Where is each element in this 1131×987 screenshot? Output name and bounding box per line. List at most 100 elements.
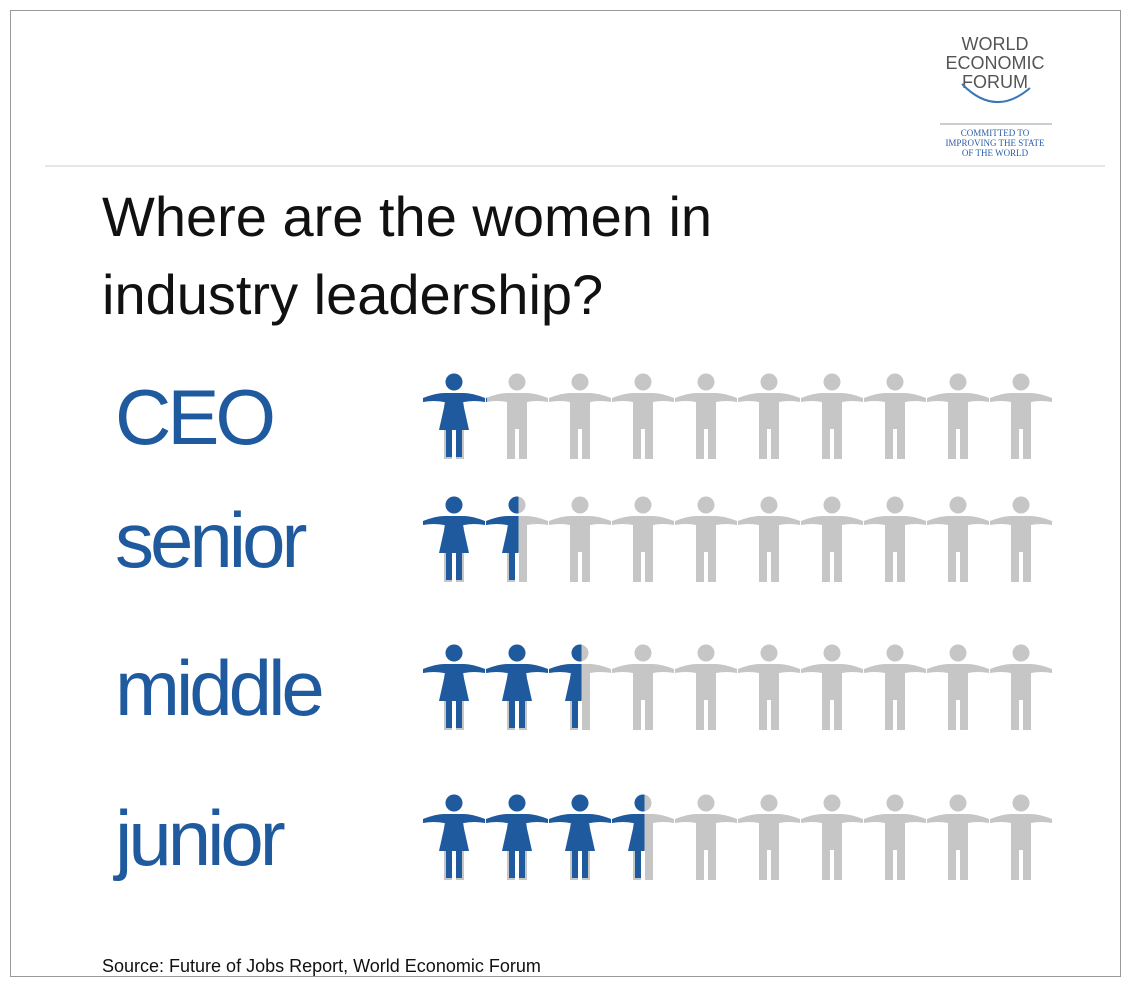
head bbox=[445, 373, 463, 391]
dress bbox=[439, 517, 469, 553]
leg bbox=[572, 699, 578, 728]
leg bbox=[572, 849, 578, 878]
torso bbox=[696, 665, 716, 700]
leg bbox=[446, 849, 452, 878]
leg bbox=[456, 428, 462, 457]
leg bbox=[519, 550, 527, 582]
torso bbox=[948, 517, 968, 552]
leg bbox=[759, 848, 767, 880]
leg bbox=[885, 848, 893, 880]
leg bbox=[633, 698, 641, 730]
leg bbox=[834, 848, 842, 880]
leg bbox=[1011, 427, 1019, 459]
head bbox=[760, 794, 778, 812]
torso bbox=[822, 665, 842, 700]
torso bbox=[759, 517, 779, 552]
leg bbox=[834, 698, 842, 730]
torso bbox=[1011, 665, 1031, 700]
leg bbox=[582, 849, 588, 878]
leg bbox=[1023, 698, 1031, 730]
leg bbox=[446, 551, 452, 580]
torso bbox=[948, 815, 968, 850]
category-label: senior bbox=[115, 496, 306, 584]
leg bbox=[759, 427, 767, 459]
leg bbox=[822, 427, 830, 459]
leg bbox=[645, 550, 653, 582]
dress bbox=[439, 665, 469, 701]
head bbox=[949, 496, 967, 514]
head bbox=[823, 794, 841, 812]
leg bbox=[509, 849, 515, 878]
source: Source: Future of Jobs Report, World Eco… bbox=[102, 956, 541, 976]
torso bbox=[696, 517, 716, 552]
leg bbox=[696, 550, 704, 582]
torso bbox=[948, 394, 968, 429]
leg bbox=[1011, 848, 1019, 880]
head bbox=[508, 644, 526, 662]
torso bbox=[1011, 517, 1031, 552]
head bbox=[949, 794, 967, 812]
women-share bbox=[423, 496, 519, 580]
head bbox=[571, 794, 589, 812]
leg bbox=[948, 427, 956, 459]
torso bbox=[759, 815, 779, 850]
leg bbox=[582, 698, 590, 730]
head bbox=[886, 644, 904, 662]
leg bbox=[759, 550, 767, 582]
torso bbox=[759, 665, 779, 700]
head bbox=[760, 644, 778, 662]
logo-line: FORUM bbox=[962, 72, 1028, 92]
head bbox=[886, 496, 904, 514]
torso bbox=[822, 394, 842, 429]
logo-line: ECONOMIC bbox=[946, 53, 1045, 73]
leg bbox=[897, 427, 905, 459]
leg bbox=[645, 848, 653, 880]
leg bbox=[1023, 550, 1031, 582]
dress bbox=[439, 394, 469, 430]
leg bbox=[456, 849, 462, 878]
leg bbox=[1023, 848, 1031, 880]
head bbox=[571, 373, 589, 391]
head bbox=[823, 373, 841, 391]
women-share bbox=[423, 794, 645, 878]
leg bbox=[446, 428, 452, 457]
head bbox=[1012, 644, 1030, 662]
torso bbox=[696, 815, 716, 850]
leg bbox=[885, 550, 893, 582]
head bbox=[445, 496, 463, 514]
leg bbox=[771, 698, 779, 730]
leg bbox=[708, 427, 716, 459]
women-share bbox=[423, 644, 582, 728]
head bbox=[508, 496, 519, 514]
category-label: CEO bbox=[115, 373, 272, 461]
dress bbox=[565, 665, 582, 701]
leg bbox=[633, 427, 641, 459]
head bbox=[445, 644, 463, 662]
leg bbox=[822, 848, 830, 880]
women-share bbox=[423, 373, 487, 457]
dress bbox=[565, 815, 595, 851]
leg bbox=[948, 550, 956, 582]
leg bbox=[960, 550, 968, 582]
title-line: industry leadership? bbox=[102, 263, 603, 326]
torso bbox=[633, 517, 653, 552]
head bbox=[571, 644, 582, 662]
tagline-line: IMPROVING THE STATE bbox=[945, 138, 1045, 148]
leg bbox=[645, 427, 653, 459]
head bbox=[886, 794, 904, 812]
leg bbox=[708, 848, 716, 880]
tagline: COMMITTED TO IMPROVING THE STATE OF THE … bbox=[945, 128, 1045, 158]
head bbox=[697, 373, 715, 391]
head bbox=[760, 496, 778, 514]
dress bbox=[502, 815, 532, 851]
leg bbox=[645, 698, 653, 730]
leg bbox=[897, 550, 905, 582]
leg bbox=[948, 848, 956, 880]
leg bbox=[708, 550, 716, 582]
leg bbox=[834, 427, 842, 459]
leg bbox=[582, 550, 590, 582]
torso bbox=[633, 394, 653, 429]
category-label: junior bbox=[113, 794, 285, 882]
leg bbox=[960, 698, 968, 730]
